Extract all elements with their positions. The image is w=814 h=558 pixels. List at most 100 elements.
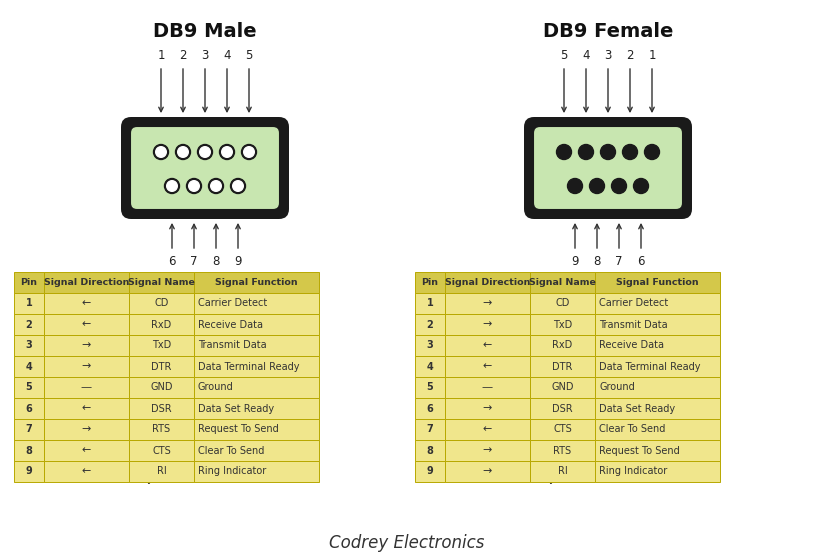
Bar: [595, 356, 720, 377]
Text: CTS: CTS: [554, 425, 572, 435]
Circle shape: [230, 179, 246, 194]
Bar: [595, 461, 720, 482]
Text: 8: 8: [212, 255, 220, 268]
Text: 4: 4: [223, 49, 230, 62]
Text: CTS: CTS: [152, 445, 171, 455]
Circle shape: [176, 145, 190, 160]
Text: 6: 6: [168, 255, 176, 268]
Circle shape: [220, 145, 234, 160]
Bar: [14, 272, 44, 293]
Text: 9: 9: [25, 466, 33, 477]
Text: DB9 Female: DB9 Female: [543, 22, 673, 41]
Text: CD: CD: [155, 299, 168, 309]
Text: →: →: [483, 299, 492, 309]
Text: 1: 1: [25, 299, 33, 309]
Bar: [530, 335, 595, 356]
Text: GND: GND: [551, 382, 574, 392]
Text: ←: ←: [82, 445, 91, 455]
Bar: [595, 419, 720, 440]
Bar: [14, 356, 44, 377]
Bar: [415, 440, 445, 461]
Text: Pin: Pin: [422, 278, 439, 287]
Bar: [595, 377, 720, 398]
Bar: [530, 272, 595, 293]
Bar: [530, 440, 595, 461]
Text: 5: 5: [560, 49, 567, 62]
Bar: [445, 461, 530, 482]
Bar: [194, 398, 319, 419]
Circle shape: [601, 145, 615, 160]
Circle shape: [167, 181, 177, 191]
Text: →: →: [82, 340, 91, 350]
Text: 8: 8: [593, 255, 601, 268]
Text: RI: RI: [156, 466, 166, 477]
Bar: [129, 356, 194, 377]
Text: Signal Direction: Signal Direction: [44, 278, 129, 287]
Text: ←: ←: [82, 403, 91, 413]
Bar: [129, 461, 194, 482]
Text: Receive Data: Receive Data: [599, 340, 664, 350]
Text: Signal Function: Signal Function: [215, 278, 298, 287]
Bar: [194, 419, 319, 440]
Text: →: →: [483, 466, 492, 477]
Circle shape: [633, 179, 649, 194]
FancyBboxPatch shape: [121, 117, 289, 219]
Text: 4: 4: [427, 362, 433, 372]
Bar: [530, 293, 595, 314]
Text: Data Set Ready: Data Set Ready: [198, 403, 274, 413]
Text: 9: 9: [234, 255, 242, 268]
Bar: [129, 440, 194, 461]
Bar: [44, 398, 129, 419]
Text: —: —: [482, 382, 493, 392]
Text: →: →: [483, 445, 492, 455]
Text: Received by DCE Device: Received by DCE Device: [492, 474, 619, 484]
Text: 2: 2: [427, 320, 433, 330]
Bar: [194, 335, 319, 356]
Text: 7: 7: [427, 425, 433, 435]
Text: Ring Indicator: Ring Indicator: [198, 466, 266, 477]
Text: 3: 3: [427, 340, 433, 350]
Circle shape: [645, 145, 659, 160]
Text: 6: 6: [637, 255, 645, 268]
Text: 2: 2: [179, 49, 186, 62]
Bar: [44, 377, 129, 398]
Bar: [445, 335, 530, 356]
Text: GND: GND: [151, 382, 173, 392]
Circle shape: [611, 179, 627, 194]
Circle shape: [233, 181, 243, 191]
Bar: [415, 419, 445, 440]
Text: 5: 5: [427, 382, 433, 392]
Bar: [415, 293, 445, 314]
Text: Pin: Pin: [20, 278, 37, 287]
Bar: [44, 314, 129, 335]
Bar: [194, 440, 319, 461]
Text: DB9 Male: DB9 Male: [153, 22, 256, 41]
Bar: [445, 293, 530, 314]
FancyBboxPatch shape: [533, 126, 683, 210]
Bar: [14, 461, 44, 482]
Text: 3: 3: [201, 49, 208, 62]
Bar: [445, 356, 530, 377]
Text: —: —: [81, 382, 92, 392]
Bar: [530, 461, 595, 482]
Text: Receive Data: Receive Data: [198, 320, 263, 330]
Text: Data Terminal Ready: Data Terminal Ready: [198, 362, 300, 372]
Bar: [595, 398, 720, 419]
Text: 1: 1: [157, 49, 164, 62]
Bar: [415, 314, 445, 335]
Bar: [129, 335, 194, 356]
Bar: [194, 356, 319, 377]
Bar: [44, 335, 129, 356]
Text: Transmit Data: Transmit Data: [198, 340, 267, 350]
Text: ←: ←: [82, 466, 91, 477]
Text: Data Terminal Ready: Data Terminal Ready: [599, 362, 701, 372]
Circle shape: [154, 145, 168, 160]
Text: Transmit Data: Transmit Data: [599, 320, 667, 330]
Circle shape: [243, 147, 254, 157]
Text: Clear To Send: Clear To Send: [198, 445, 265, 455]
Circle shape: [164, 179, 180, 194]
Bar: [445, 440, 530, 461]
Bar: [595, 293, 720, 314]
Bar: [44, 293, 129, 314]
Bar: [415, 356, 445, 377]
